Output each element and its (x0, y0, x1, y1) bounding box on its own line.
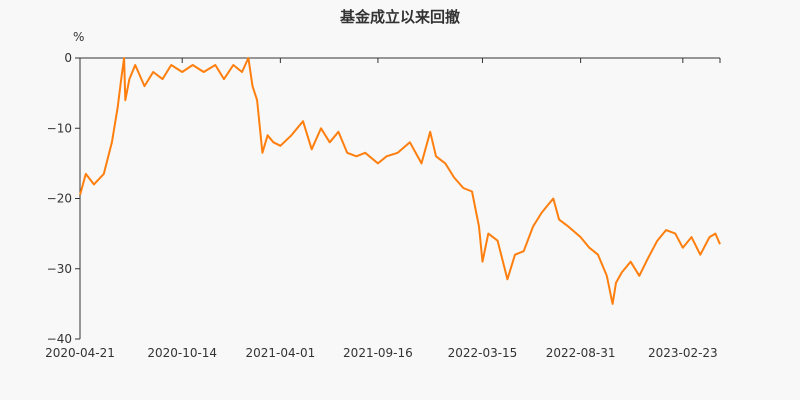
y-axis-unit: % (73, 30, 85, 44)
y-tick-label: 0 (64, 51, 72, 65)
x-tick-label: 2022-03-15 (448, 346, 518, 360)
x-tick-label: 2020-04-21 (45, 346, 115, 360)
x-tick-label: 2021-04-01 (245, 346, 315, 360)
y-tick-label: −20 (47, 192, 72, 206)
x-tick-label: 2020-10-14 (147, 346, 217, 360)
x-tick-label: 2022-08-31 (546, 346, 616, 360)
y-tick-label: −30 (47, 262, 72, 276)
y-tick-label: −10 (47, 121, 72, 135)
chart-title: 基金成立以来回撤 (339, 8, 460, 26)
x-tick-label: 2023-02-23 (648, 346, 718, 360)
drawdown-series-line (79, 57, 721, 305)
y-tick-label: −40 (47, 332, 72, 346)
x-tick-label: 2021-09-16 (343, 346, 413, 360)
